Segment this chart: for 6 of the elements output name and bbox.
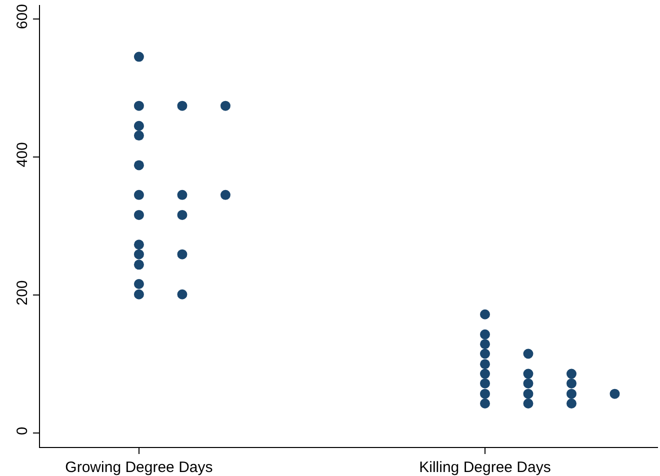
y-tick-label: 200 (14, 280, 31, 306)
x-tick-label: Killing Degree Days (419, 459, 551, 476)
y-tick-label: 600 (14, 4, 31, 30)
y-tick-label: 0 (14, 426, 31, 436)
x-tick-label: Growing Degree Days (65, 459, 213, 476)
y-tick-label: 400 (14, 142, 31, 168)
